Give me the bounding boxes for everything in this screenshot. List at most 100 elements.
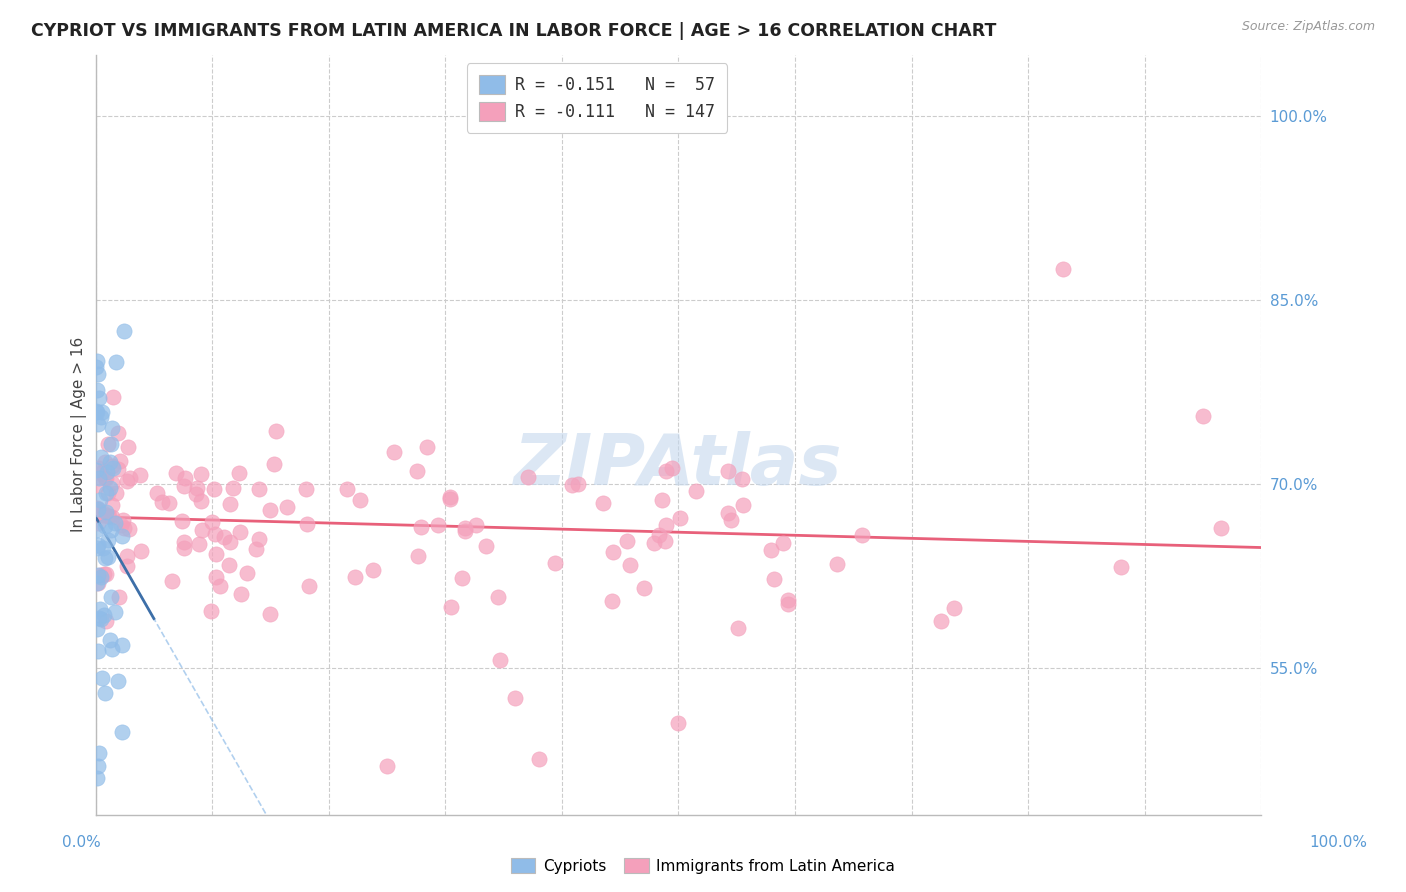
Point bbox=[90, 450, 112, 464]
Text: CYPRIOT VS IMMIGRANTS FROM LATIN AMERICA IN LABOR FORCE | AGE > 16 CORRELATION C: CYPRIOT VS IMMIGRANTS FROM LATIN AMERICA… bbox=[31, 22, 997, 40]
Point bbox=[200, 604, 222, 618]
Point bbox=[87, 367, 110, 381]
Point bbox=[118, 522, 141, 536]
Point bbox=[115, 559, 138, 574]
Point bbox=[86, 575, 108, 590]
Point bbox=[668, 715, 690, 730]
Point bbox=[439, 491, 461, 506]
Point bbox=[98, 455, 121, 469]
Point bbox=[439, 490, 461, 504]
Point bbox=[91, 541, 114, 555]
Point bbox=[929, 614, 952, 628]
Point bbox=[1209, 521, 1232, 535]
Point bbox=[776, 597, 799, 611]
Point bbox=[87, 747, 110, 761]
Point bbox=[488, 653, 510, 667]
Point bbox=[97, 508, 120, 523]
Point bbox=[406, 464, 429, 478]
Point bbox=[87, 417, 110, 432]
Point bbox=[84, 463, 107, 477]
Point bbox=[173, 479, 195, 493]
Point bbox=[375, 758, 398, 772]
Point bbox=[84, 360, 107, 375]
Point bbox=[84, 523, 107, 537]
Point bbox=[86, 502, 108, 516]
Point bbox=[87, 758, 110, 772]
Point bbox=[129, 468, 152, 483]
Point bbox=[129, 544, 152, 558]
Point bbox=[827, 557, 849, 571]
Point bbox=[94, 615, 117, 629]
Point bbox=[648, 528, 671, 542]
Point bbox=[86, 575, 108, 590]
Point bbox=[100, 523, 122, 537]
Point bbox=[440, 600, 463, 615]
Point bbox=[97, 509, 120, 524]
Point bbox=[406, 549, 429, 563]
Point bbox=[93, 608, 115, 623]
Point bbox=[218, 497, 240, 511]
Text: ZIPAtlas: ZIPAtlas bbox=[515, 431, 842, 500]
Point bbox=[561, 477, 583, 491]
Point bbox=[112, 324, 135, 338]
Point bbox=[454, 524, 477, 538]
Point bbox=[104, 605, 127, 619]
Point bbox=[222, 481, 245, 495]
Point bbox=[247, 482, 270, 496]
Point bbox=[94, 519, 117, 533]
Point bbox=[190, 467, 212, 482]
Point bbox=[90, 410, 112, 425]
Point bbox=[349, 492, 371, 507]
Point bbox=[97, 437, 120, 451]
Point bbox=[107, 674, 129, 689]
Point bbox=[87, 644, 110, 658]
Point bbox=[111, 638, 134, 652]
Point bbox=[86, 504, 108, 518]
Point bbox=[228, 466, 250, 480]
Point bbox=[90, 672, 112, 686]
Point bbox=[86, 384, 108, 398]
Point bbox=[96, 505, 118, 519]
Point bbox=[259, 502, 281, 516]
Point bbox=[454, 521, 477, 535]
Point bbox=[166, 467, 188, 481]
Point bbox=[1052, 262, 1074, 277]
Point bbox=[503, 691, 526, 706]
Point bbox=[204, 526, 226, 541]
Point bbox=[108, 590, 131, 604]
Point bbox=[86, 622, 108, 636]
Point bbox=[115, 475, 138, 489]
Point bbox=[174, 471, 197, 485]
Point bbox=[717, 506, 740, 520]
Point bbox=[336, 482, 359, 496]
Point bbox=[173, 535, 195, 549]
Point bbox=[86, 541, 108, 556]
Point bbox=[104, 516, 127, 530]
Point bbox=[202, 482, 225, 496]
Point bbox=[150, 494, 173, 508]
Point bbox=[655, 464, 678, 478]
Point bbox=[776, 593, 799, 607]
Point bbox=[266, 424, 288, 438]
Point bbox=[97, 549, 120, 564]
Point bbox=[89, 493, 111, 508]
Point bbox=[188, 537, 211, 551]
Point bbox=[115, 549, 138, 564]
Point bbox=[107, 425, 129, 440]
Point bbox=[276, 500, 298, 514]
Point bbox=[651, 493, 673, 508]
Point bbox=[219, 535, 242, 549]
Point bbox=[86, 516, 108, 530]
Point bbox=[87, 391, 110, 405]
Point bbox=[101, 510, 124, 524]
Point bbox=[247, 533, 270, 547]
Point bbox=[205, 570, 228, 584]
Point bbox=[90, 570, 112, 584]
Point bbox=[89, 612, 111, 626]
Point bbox=[717, 464, 740, 478]
Point bbox=[86, 405, 108, 419]
Point bbox=[236, 566, 259, 580]
Point bbox=[87, 538, 110, 552]
Point bbox=[259, 607, 281, 622]
Point bbox=[685, 484, 707, 499]
